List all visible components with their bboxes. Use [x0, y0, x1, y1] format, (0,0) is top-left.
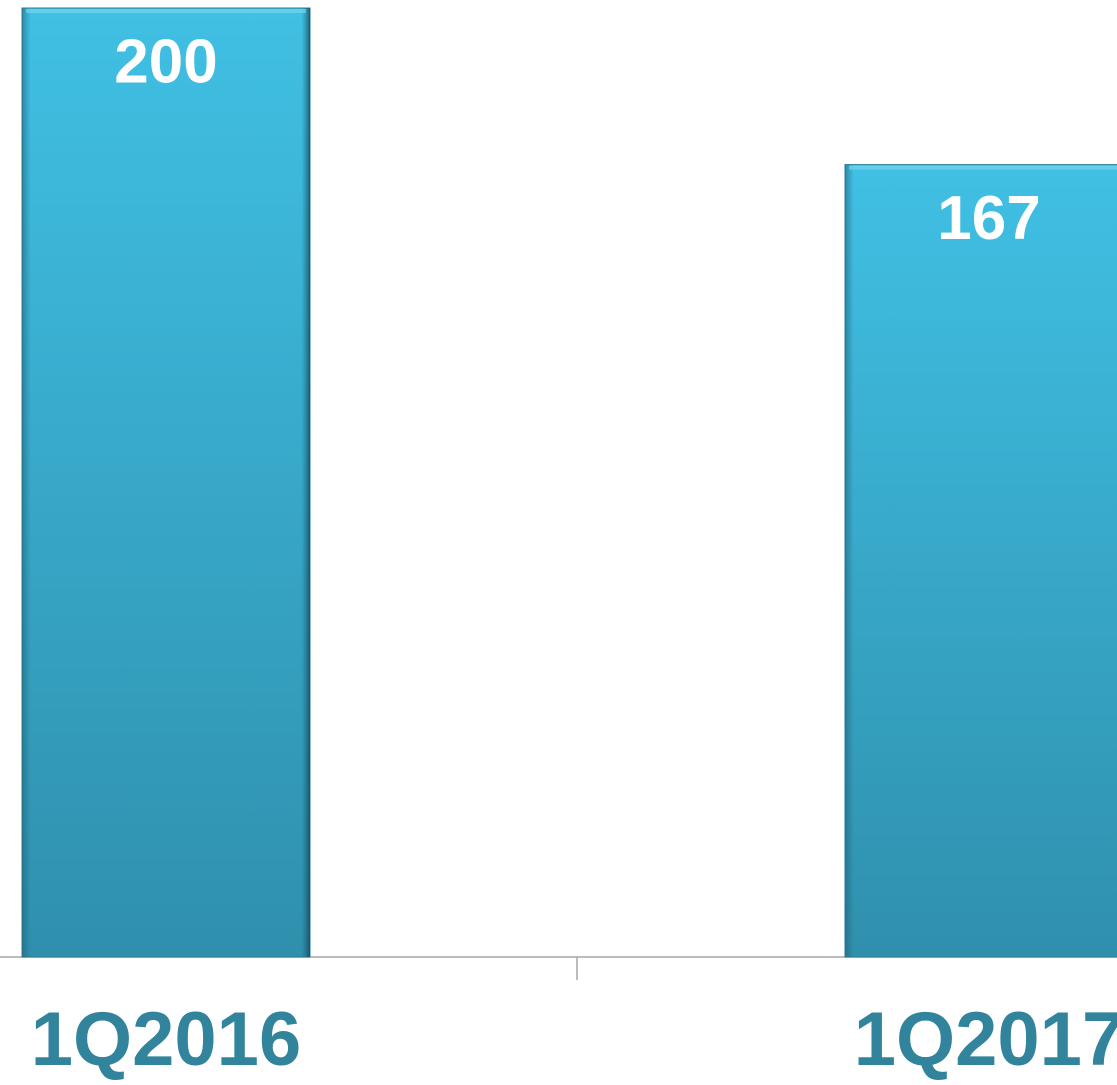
data-label: 167	[937, 184, 1040, 253]
bar	[21, 7, 311, 958]
x-tick-label: 1Q2017	[854, 997, 1117, 1082]
bar	[844, 164, 1117, 958]
x-tick-label: 1Q2016	[31, 997, 301, 1082]
data-label: 200	[114, 27, 217, 96]
bar-highlight	[849, 165, 1117, 170]
bar-highlight	[26, 9, 306, 13]
